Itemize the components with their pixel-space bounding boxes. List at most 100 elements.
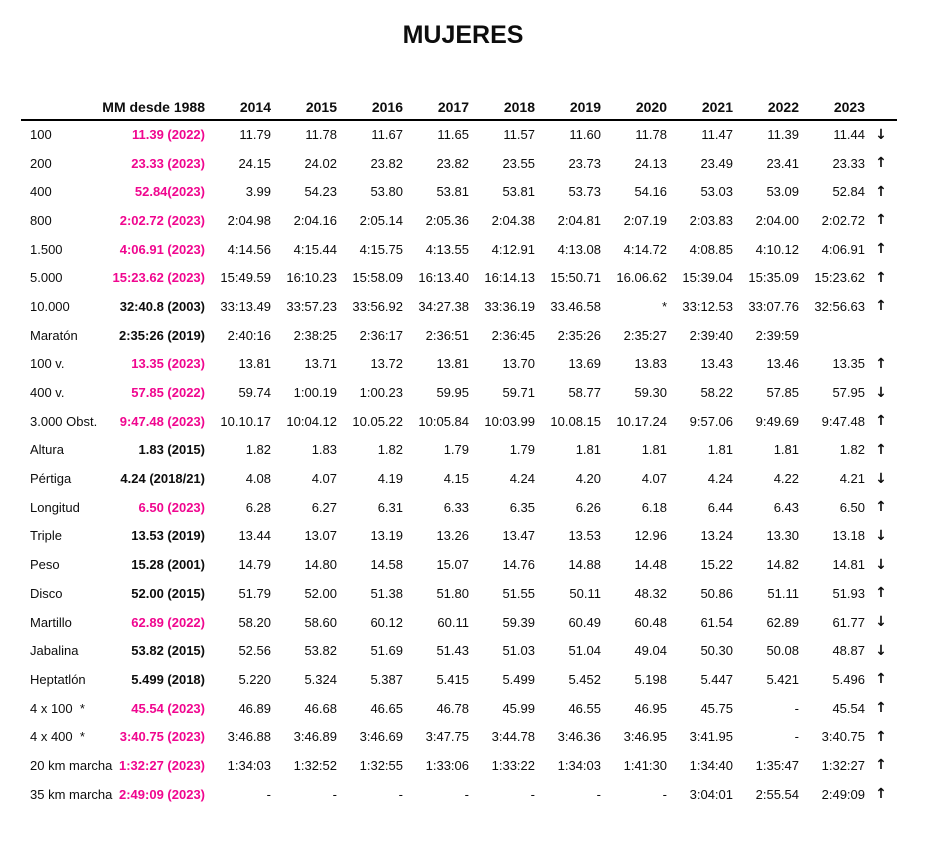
year-value: 46.89: [238, 700, 271, 716]
trend-down-icon: ↓: [875, 384, 887, 401]
year-value: 45.75: [700, 700, 733, 716]
year-value: 1:35:47: [755, 757, 799, 773]
year-value: 51.55: [502, 585, 535, 601]
trend-up-icon: ↑: [875, 298, 887, 315]
year-value: 11.60: [569, 127, 601, 143]
year-value: 11.79: [239, 127, 271, 143]
year-value: 1:34:40: [689, 757, 733, 773]
year-value: 4:14.56: [227, 241, 271, 257]
year-value: 3:04:01: [689, 786, 733, 802]
table-body: 100 11.39 (2022) 11.79 11.78 11.67 11.65 11.57…: [21, 120, 897, 809]
year-value: 2:05.36: [425, 212, 469, 228]
record-value: 5.499 (2018): [131, 671, 205, 687]
year-value: 4:14.72: [623, 241, 667, 257]
year-value: 4.08: [245, 471, 271, 487]
year-value: 4:15.75: [359, 241, 403, 257]
year-value: 62.89: [766, 614, 799, 630]
year-value: 1:34:03: [227, 757, 271, 773]
year-value: 51.38: [370, 585, 403, 601]
year-value: 61.77: [832, 614, 865, 630]
year-value: 33:13.49: [220, 298, 271, 314]
trend-up-icon: ↑: [875, 155, 887, 172]
year-value: 13.81: [436, 356, 469, 372]
year-value: 3:46.88: [227, 729, 271, 745]
year-value: 5.415: [436, 671, 469, 687]
year-value: 3:46.36: [557, 729, 601, 745]
year-value: 3:47.75: [425, 729, 469, 745]
year-value: 4:10.12: [755, 241, 799, 257]
year-column-header: 2019: [535, 92, 601, 121]
year-value: 52.00: [304, 585, 337, 601]
trend-down-icon: ↓: [875, 642, 887, 659]
trend-up-icon: ↑: [875, 269, 887, 286]
year-value: 13.30: [766, 528, 799, 544]
year-value: 6.44: [707, 499, 733, 515]
year-value: -: [332, 786, 337, 802]
table-row: 100 11.39 (2022) 11.79 11.78 11.67 11.65 11.57…: [21, 120, 897, 149]
year-value: 11.39: [767, 127, 799, 143]
table-row: 4 x 100 * 45.54 (2023) 46.89 46.68 46.65 46.7…: [21, 694, 897, 723]
year-value: 4.07: [311, 471, 337, 487]
event-label: 1.500: [30, 241, 63, 257]
year-value: 51.79: [238, 585, 271, 601]
year-value: 2:35:27: [623, 327, 667, 343]
event-label: 400 v.: [30, 385, 65, 401]
year-value: 4:13.55: [425, 241, 469, 257]
year-value: 13.69: [568, 356, 601, 372]
event-label: Longitud: [30, 499, 80, 515]
year-value: 1.82: [245, 442, 271, 458]
record-value: 52.00 (2015): [131, 585, 205, 601]
year-value: 10.08.15: [550, 413, 601, 429]
year-value: 5.324: [304, 671, 337, 687]
year-value: 50.30: [700, 643, 733, 659]
year-value: 2:07.19: [623, 212, 667, 228]
year-value: 2:36:51: [425, 327, 469, 343]
year-value: 46.78: [436, 700, 469, 716]
year-value: 5.496: [832, 671, 865, 687]
year-value: 60.11: [437, 614, 469, 630]
year-value: 9:57.06: [689, 413, 733, 429]
year-value: 51.69: [370, 643, 403, 659]
year-value: 1:33:22: [491, 757, 535, 773]
year-value: 34:27.38: [418, 298, 469, 314]
year-value: 51.93: [832, 585, 865, 601]
year-value: 24.15: [238, 155, 271, 171]
year-value: 4:06.91: [821, 241, 865, 257]
table-row: Altura 1.83 (2015) 1.82 1.83 1.82 1.79 1.79 1.8…: [21, 436, 897, 465]
year-value: 14.76: [502, 557, 535, 573]
table-row: Martillo 62.89 (2022) 58.20 58.60 60.12 60.11…: [21, 608, 897, 637]
record-value: 53.82 (2015): [131, 643, 205, 659]
record-value: 4.24 (2018/21): [120, 471, 205, 487]
year-value: 1.81: [707, 442, 733, 458]
trend-up-icon: ↑: [875, 413, 887, 430]
trend-up-icon: ↑: [875, 671, 887, 688]
year-value: 33:36.19: [484, 298, 535, 314]
year-value: 2:04.38: [491, 212, 535, 228]
year-value: 16.06.62: [616, 270, 667, 286]
year-value: 3:44.78: [491, 729, 535, 745]
year-value: 13.35: [832, 356, 865, 372]
year-value: 53.82: [304, 643, 337, 659]
year-value: 9:49.69: [755, 413, 799, 429]
event-label: Pértiga: [30, 471, 72, 487]
event-label: Heptatlón: [30, 671, 86, 687]
year-value: 14.80: [304, 557, 337, 573]
year-value: 60.49: [568, 614, 601, 630]
table-row: Jabalina 53.82 (2015) 52.56 53.82 51.69 51.43…: [21, 636, 897, 665]
table-row: Maratón 2:35:26 (2019) 2:40:16 2:38:25 2:36:…: [21, 321, 897, 350]
event-label: 4 x 100 *: [30, 700, 85, 716]
year-value: 2:38:25: [293, 327, 337, 343]
event-label: 10.000: [30, 298, 70, 314]
record-value: 2:02.72 (2023): [119, 212, 205, 228]
year-value: -: [266, 786, 271, 802]
year-value: 53.81: [502, 184, 535, 200]
year-value: 1.82: [839, 442, 865, 458]
year-value: 11.57: [503, 127, 535, 143]
year-value: 46.95: [634, 700, 667, 716]
year-value: 1.83: [311, 442, 337, 458]
trend-up-icon: ↑: [875, 757, 887, 774]
year-value: 4.20: [575, 471, 601, 487]
record-value: 13.35 (2023): [131, 356, 205, 372]
table-row: Triple 13.53 (2019) 13.44 13.07 13.19 13.26 13…: [21, 522, 897, 551]
trend-up-icon: ↑: [875, 355, 887, 372]
